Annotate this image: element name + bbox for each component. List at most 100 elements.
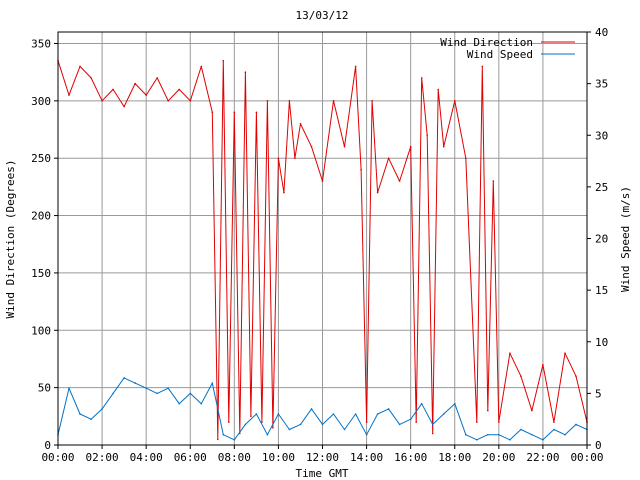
data-point (360, 168, 362, 171)
data-point (354, 65, 357, 68)
data-point (222, 59, 225, 62)
data-point (564, 433, 566, 436)
data-point (211, 111, 214, 114)
data-point (90, 77, 92, 79)
x-tick-label: 06:00 (174, 451, 207, 464)
data-point (244, 423, 247, 426)
data-point (321, 423, 324, 426)
data-point (465, 157, 467, 159)
wind-direction-series (57, 59, 588, 441)
data-point (531, 409, 533, 412)
data-point (255, 111, 258, 114)
data-point (542, 439, 544, 441)
data-point (426, 134, 429, 137)
data-point (277, 413, 280, 415)
y-tick-label-left: 150 (31, 267, 51, 280)
data-point (321, 180, 324, 182)
y-tick-label-right: 5 (595, 387, 602, 400)
data-point (156, 77, 158, 79)
data-point (112, 88, 114, 91)
data-point (332, 413, 335, 415)
x-tick-label: 22:00 (526, 451, 559, 464)
data-point (575, 375, 577, 378)
data-point (272, 427, 274, 429)
data-point (222, 433, 225, 436)
y-axis-right-label: Wind Speed (m/s) (619, 186, 632, 292)
data-point (211, 382, 214, 384)
x-tick-label: 20:00 (482, 451, 515, 464)
data-point (354, 413, 357, 415)
y-tick-label-left: 350 (31, 37, 51, 50)
data-point (509, 439, 511, 441)
data-point (189, 392, 192, 395)
data-point (492, 180, 495, 182)
legend-label-speed: Wind Speed (467, 48, 533, 61)
data-point (178, 88, 180, 91)
data-point (288, 428, 291, 431)
data-point (178, 402, 180, 405)
data-point (481, 65, 484, 68)
data-point (420, 402, 423, 405)
data-point (101, 408, 103, 410)
data-point (564, 352, 566, 355)
data-point (520, 428, 522, 431)
data-point (454, 100, 456, 102)
data-point (387, 408, 390, 410)
data-point (476, 421, 478, 423)
y-axis-left-label: Wind Direction (Degrees) (4, 160, 17, 319)
chart-title: 13/03/12 (296, 9, 349, 22)
data-point (134, 382, 136, 384)
data-point (454, 402, 456, 405)
data-point (431, 423, 434, 426)
data-point (123, 105, 125, 108)
y-tick-label-left: 200 (31, 210, 51, 223)
data-point (531, 433, 533, 436)
y-tick-label-left: 300 (31, 95, 51, 108)
data-point (509, 352, 511, 355)
data-point (420, 77, 423, 79)
y-tick-label-right: 10 (595, 336, 608, 349)
x-tick-label: 10:00 (262, 451, 295, 464)
data-point (156, 392, 158, 395)
data-point (376, 191, 379, 194)
y-tick-label-right: 35 (595, 78, 608, 91)
data-point (79, 65, 81, 68)
data-point (343, 145, 346, 148)
axis-ticks: 00:00 02:00 04:00 06:00 08:00 10:00 12:00 14:00… (31, 26, 608, 464)
data-point (255, 413, 258, 415)
y-tick-label-left: 250 (31, 152, 51, 165)
data-point (498, 433, 500, 436)
data-point (134, 82, 136, 85)
data-point (101, 100, 103, 102)
data-point (217, 438, 219, 441)
data-point (233, 111, 236, 114)
data-point (542, 363, 544, 366)
y-tick-label-right: 20 (595, 233, 608, 246)
data-point (310, 408, 313, 410)
data-point (200, 65, 203, 68)
data-point (167, 100, 169, 102)
y-tick-label-left: 100 (31, 324, 51, 337)
data-point (294, 157, 296, 159)
data-point (145, 94, 147, 96)
data-point (409, 145, 412, 148)
x-tick-label: 00:00 (570, 451, 603, 464)
data-point (398, 423, 401, 426)
data-point (415, 421, 418, 423)
data-point (189, 100, 192, 102)
x-tick-label: 12:00 (306, 451, 339, 464)
data-point (261, 421, 263, 423)
data-point (228, 421, 230, 423)
x-tick-label: 08:00 (218, 451, 251, 464)
data-point (387, 157, 390, 159)
data-point (123, 377, 125, 379)
data-point (442, 413, 445, 415)
data-point (476, 439, 478, 441)
y-tick-label-right: 0 (595, 439, 602, 452)
data-point (112, 392, 114, 395)
data-point (167, 387, 169, 390)
data-point (365, 421, 368, 423)
x-tick-label: 18:00 (438, 451, 471, 464)
